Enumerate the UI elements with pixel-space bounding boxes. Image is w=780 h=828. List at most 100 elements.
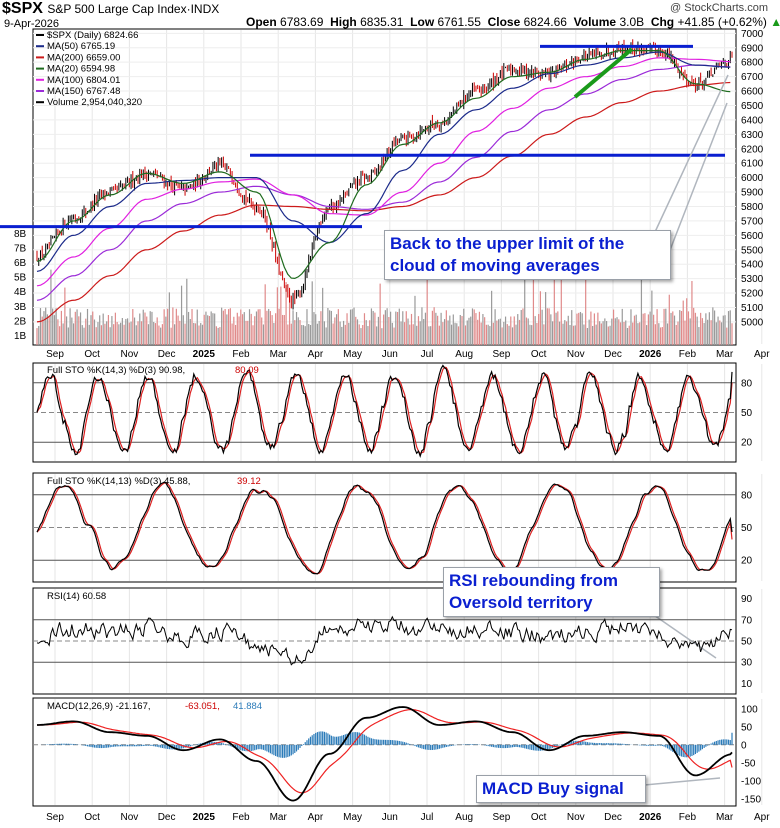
- macd-hist-bar: [710, 743, 712, 745]
- panel-price-frame: [32, 28, 737, 346]
- macd-hist-bar: [167, 744, 169, 749]
- macd-line: [37, 706, 733, 802]
- volume-bar: [630, 309, 632, 345]
- macd-hist-bar: [438, 744, 440, 749]
- macd-hist-bar: [668, 744, 670, 750]
- x-tick-bottom-13: Oct: [531, 812, 547, 823]
- volume-bar: [449, 315, 451, 345]
- uptrend-line: [573, 47, 634, 99]
- macd-hist-bar: [294, 744, 296, 753]
- volume-bar: [184, 323, 186, 345]
- volume-tick-5: 6B: [14, 258, 27, 269]
- macd-hist-bar: [329, 734, 331, 745]
- volume-bar: [174, 324, 176, 345]
- volume-bar: [39, 308, 42, 345]
- macd-hist-bar: [525, 744, 528, 749]
- macd-hist-bar: [607, 743, 609, 745]
- macd-hist-bar: [395, 740, 397, 745]
- sto-fast-level-80-label: 80: [741, 378, 753, 389]
- macd-hist-bar: [309, 736, 312, 745]
- macd-hist-bar: [168, 744, 170, 750]
- macd-hist-bar: [147, 744, 150, 746]
- volume-bar: [50, 269, 52, 345]
- volume-bar: [264, 284, 266, 345]
- volume-bar: [55, 308, 57, 345]
- macd-hist-bar: [491, 744, 493, 747]
- volume-bar: [585, 273, 587, 345]
- volume-bar: [114, 312, 116, 345]
- volume-bar: [187, 311, 190, 345]
- macd-hist-bar: [311, 735, 313, 745]
- macd-hist-bar: [595, 742, 597, 745]
- macd-hist-bar: [99, 744, 101, 749]
- macd-hist-bar: [670, 744, 672, 751]
- volume-bar: [327, 308, 329, 345]
- volume-bar: [248, 309, 251, 345]
- volume-bar: [301, 325, 303, 345]
- macd-hist-bar: [342, 734, 345, 745]
- macd-hist-bar: [499, 744, 501, 748]
- volume-bar: [438, 325, 440, 345]
- macd-hist-bar: [588, 742, 590, 745]
- macd-hist-bar: [475, 744, 477, 745]
- volume-bar: [217, 327, 219, 345]
- macd-hist-bar: [280, 744, 282, 758]
- macd-hist-bar: [489, 744, 491, 747]
- price-ytick-4: 5400: [741, 260, 764, 271]
- macd-hist-bar: [208, 741, 211, 745]
- volume-bar: [128, 322, 130, 345]
- volume-bar: [113, 324, 115, 345]
- macd-hist-bar: [330, 735, 332, 745]
- macd-hist-bar: [532, 744, 535, 751]
- volume-bar: [604, 318, 606, 345]
- volume-bar: [569, 325, 571, 345]
- volume-bar: [694, 312, 697, 345]
- volume-bar: [393, 327, 395, 345]
- macd-hist-bar: [654, 744, 656, 746]
- volume-bar: [410, 313, 413, 345]
- volume-bar: [170, 327, 172, 345]
- macd-hist-bar: [531, 744, 533, 750]
- macd-hist-bar: [179, 744, 181, 749]
- macd-hist-bar: [543, 744, 545, 751]
- volume-bar: [353, 307, 355, 345]
- volume-bar: [729, 310, 731, 345]
- macd-hist-bar: [409, 743, 411, 745]
- sto-slow-level-20-label: 20: [741, 556, 753, 567]
- macd-hist-bar: [431, 744, 434, 750]
- macd-hist-bar: [661, 744, 663, 746]
- volume-bar: [421, 307, 423, 345]
- x-tick-top-19: Apr: [754, 349, 770, 360]
- volume-bar: [175, 308, 177, 345]
- volume-bar: [572, 325, 575, 345]
- volume-bar: [69, 308, 71, 345]
- close-value: 6824.66: [523, 15, 567, 29]
- macd-hist-bar: [189, 744, 191, 747]
- macd-signal-legend: -63.051,: [185, 701, 220, 712]
- macd-hist-bar: [370, 738, 373, 745]
- volume-bar: [480, 322, 482, 345]
- volume-bar: [661, 327, 663, 345]
- ma-callout-pointer-2: [659, 102, 728, 277]
- macd-hist-bar: [600, 743, 602, 745]
- volume-bar: [283, 315, 285, 345]
- macd-hist-bar: [66, 743, 68, 745]
- ma50-line: [36, 51, 731, 272]
- volume-bar: [316, 323, 319, 345]
- sto-fast-level-50-label: 50: [741, 408, 753, 419]
- macd-hist-bar: [308, 738, 310, 745]
- volume-bar: [233, 316, 235, 345]
- volume-bar: [325, 327, 327, 345]
- macd-hist-bar: [623, 743, 625, 745]
- volume-bar: [344, 324, 346, 345]
- macd-hist-bar: [355, 732, 357, 745]
- macd-hist-bar: [658, 744, 660, 746]
- volume-bar: [506, 324, 508, 345]
- x-tick-top-9: Jun: [382, 349, 398, 360]
- macd-hist-bar: [297, 744, 299, 750]
- macd-hist-bar: [137, 744, 139, 747]
- volume-bar: [48, 316, 50, 345]
- macd-hist-bar: [271, 744, 273, 755]
- macd-hist-bar: [363, 734, 366, 745]
